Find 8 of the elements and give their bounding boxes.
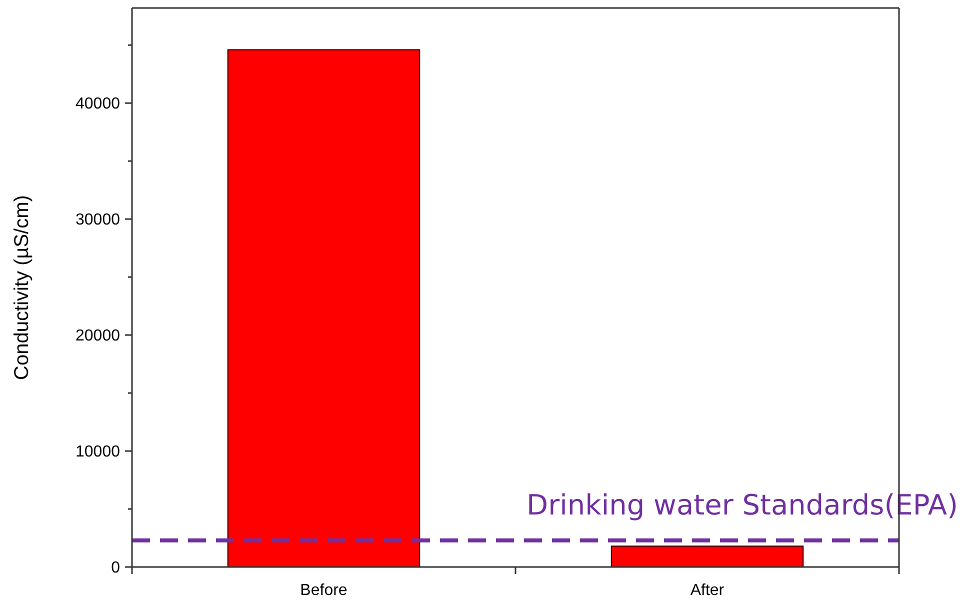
y-axis-title: Conductivity (µS/cm) [11, 195, 33, 380]
y-tick-label: 0 [111, 560, 120, 577]
y-tick-label: 20000 [76, 328, 120, 345]
y-tick-label: 30000 [76, 212, 120, 229]
x-tick-label: After [690, 582, 725, 599]
x-tick-label: Before [300, 582, 348, 599]
y-tick-label: 40000 [76, 96, 120, 113]
y-tick-label: 10000 [76, 444, 120, 461]
